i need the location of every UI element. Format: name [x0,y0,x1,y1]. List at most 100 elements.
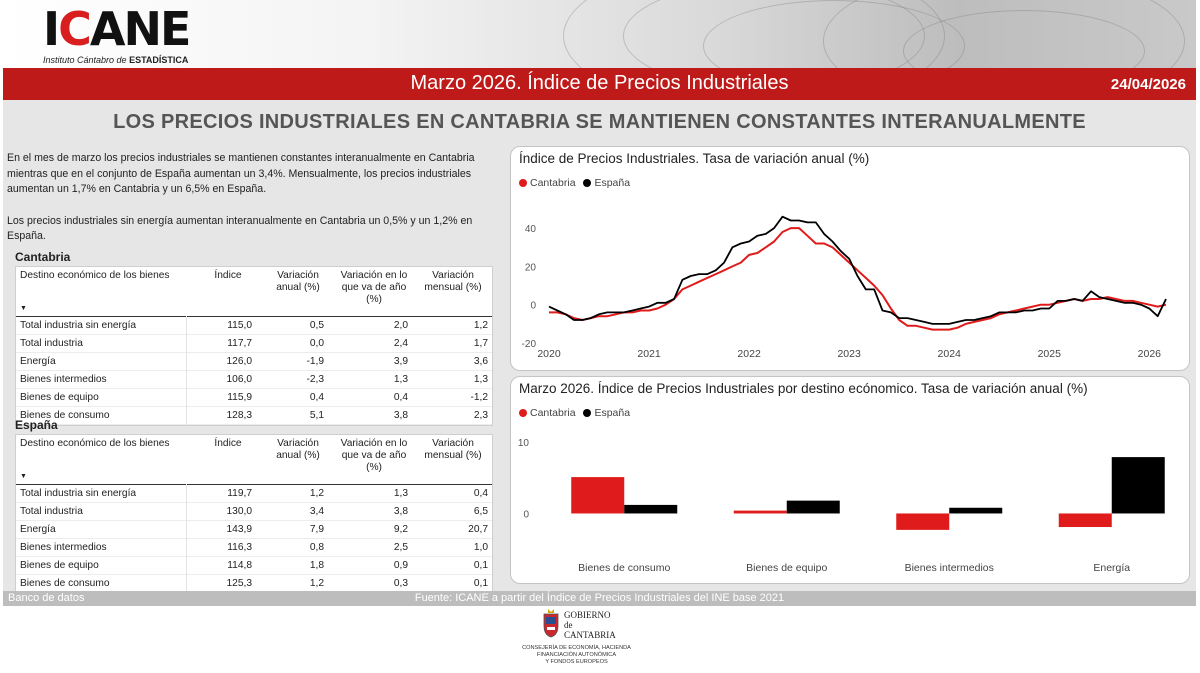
y-tick-label: 10 [518,438,530,449]
table-row[interactable]: Total industria sin energía 119,7 1,2 1,3 0,… [16,485,492,503]
table-row[interactable]: Total industria 117,7 0,0 2,4 1,7 [16,335,492,353]
table-cell: 3,8 [393,410,408,421]
legend-dot-espana [583,179,592,187]
column-header-destino[interactable]: Destino económico de los bienes [20,438,170,449]
table-header: Destino económico de los bienes Índice V… [16,435,492,485]
section-title-cantabria: Cantabria [15,250,71,264]
table-cantabria: Destino económico de los bienes Índice V… [15,266,493,426]
government-logo[interactable]: GOBIERNO de CANTABRIA CONSEJERÍA DE ECON… [514,608,644,670]
icane-logo[interactable]: ICANE Instituto Cántabro de ESTADÍSTICA [43,4,213,66]
column-header-indice[interactable]: Índice [214,438,242,449]
table-cell: 3,9 [393,356,408,367]
table-cell: 0,1 [473,578,488,589]
table-row[interactable]: Total industria sin energía 115,0 0,5 2,0 1,… [16,317,492,335]
bar-espana [624,504,678,514]
table-cell: 2,4 [393,338,408,349]
table-cell: Bienes de equipo [20,560,99,571]
x-category-label: Bienes intermedios [905,562,994,574]
x-tick-label: 2020 [537,348,561,360]
table-row[interactable]: Bienes intermedios 106,0 -2,3 1,3 1,3 [16,371,492,389]
table-row[interactable]: Bienes de equipo 114,8 1,8 0,9 0,1 [16,557,492,575]
dashboard: ICANE Instituto Cántabro de ESTADÍSTICA … [3,0,1196,606]
column-header-var-anual[interactable]: Variación anual (%) [276,438,320,461]
line-chart-title: Índice de Precios Industriales. Tasa de … [519,151,870,166]
table-cell: 143,9 [226,524,253,535]
table-cell: 128,3 [226,410,253,421]
table-row[interactable]: Bienes de equipo 115,9 0,4 0,4 -1,2 [16,389,492,407]
sort-arrow-icon[interactable]: ▼ [20,473,27,480]
bar-chart-legend[interactable]: Cantabria España [519,407,630,419]
legend-label-cantabria: Cantabria [530,407,576,419]
legend-dot-espana [583,409,592,417]
table-cell: -2,3 [306,374,324,385]
table-cell: Total industria sin energía [20,488,137,499]
table-cell: 106,0 [226,374,253,385]
line-chart-card: Índice de Precios Industriales. Tasa de … [510,146,1190,371]
table-cell: 0,8 [309,542,324,553]
table-cell: 2,3 [473,410,488,421]
intro-text: En el mes de marzo los precios industria… [7,151,499,261]
column-header-destino[interactable]: Destino económico de los bienes [20,270,170,281]
table-cell: 0,0 [309,338,324,349]
bar-cantabria [571,477,625,514]
table-cell: 2,0 [393,320,408,331]
table-cell: 126,0 [226,356,253,367]
table-cell: 2,5 [393,542,408,553]
table-cell: 1,2 [309,578,324,589]
table-cell: Bienes de consumo [20,410,110,421]
table-row[interactable]: Energía 126,0 -1,9 3,9 3,6 [16,353,492,371]
table-cell: 1,2 [309,488,324,499]
table-cell: 0,4 [473,488,488,499]
column-header-var-anual[interactable]: Variación anual (%) [276,270,320,293]
table-cell: 5,1 [309,410,324,421]
table-row[interactable]: Bienes intermedios 116,3 0,8 2,5 1,0 [16,539,492,557]
column-header-var-mensual[interactable]: Variación mensual (%) [424,270,482,293]
column-header-var-ano[interactable]: Variación en lo que va de año (%) [340,270,408,305]
intro-paragraph-1: En el mes de marzo los precios industria… [7,152,475,195]
bar-chart[interactable]: 0 10 Bienes de consumo Bienes de equipo Bien… [511,377,1189,583]
headline: LOS PRECIOS INDUSTRIALES EN CANTABRIA SE… [113,111,1086,133]
table-cell: 20,7 [468,524,488,535]
table-cell: 119,7 [227,488,252,499]
table-cell: 1,8 [309,560,324,571]
table-body: Total industria sin energía 115,0 0,5 2,0 1,… [16,317,492,425]
column-header-var-mensual[interactable]: Variación mensual (%) [424,438,482,461]
data-bank-link[interactable]: Banco de datos [8,592,85,604]
legend-dot-cantabria [519,179,527,187]
table-cell: 1,0 [473,542,488,553]
line-chart[interactable]: -20 0 20 40 2020 2021 2022 2023 2024 2025 2026 [511,147,1189,370]
table-cell: Energía [20,356,56,367]
x-tick-label: 2021 [637,348,661,360]
publication-date: 24/04/2026 [1110,76,1186,93]
series-line-cantabria [549,227,1167,331]
title-bar: Marzo 2026. Índice de Precios Industrial… [3,68,1196,100]
sort-arrow-icon[interactable]: ▼ [20,305,27,312]
y-tick-label: 0 [523,509,529,520]
table-header: Destino económico de los bienes Índice V… [16,267,492,317]
x-category-label: Bienes de equipo [746,562,827,574]
intro-paragraph-2: Los precios industriales sin energía aum… [7,214,473,243]
column-header-var-ano[interactable]: Variación en lo que va de año (%) [340,438,408,473]
table-row[interactable]: Bienes de consumo 128,3 5,1 3,8 2,3 [16,407,492,425]
table-espana: Destino económico de los bienes Índice V… [15,434,493,594]
table-cell: 3,8 [393,506,408,517]
table-cell: -1,2 [470,392,488,403]
table-row[interactable]: Energía 143,9 7,9 9,2 20,7 [16,521,492,539]
table-cell: 1,3 [473,374,488,385]
table-cell: Total industria [20,506,83,517]
table-cell: 1,3 [393,374,408,385]
y-tick-label: -20 [522,339,537,350]
column-header-indice[interactable]: Índice [214,270,242,281]
legend-label-espana: España [594,177,631,189]
table-row[interactable]: Total industria 130,0 3,4 3,8 6,5 [16,503,492,521]
bar-espana [949,507,1003,514]
table-cell: 7,9 [309,524,324,535]
table-cell: Total industria sin energía [20,320,137,331]
bar-chart-card: Marzo 2026. Índice de Precios Industrial… [510,376,1190,584]
line-chart-legend[interactable]: Cantabria España [519,177,630,189]
y-tick-label: 0 [530,301,536,312]
table-cell: 3,4 [309,506,324,517]
section-title-espana: España [15,418,58,432]
bar-cantabria [733,510,787,514]
table-cell: 0,4 [309,392,324,403]
